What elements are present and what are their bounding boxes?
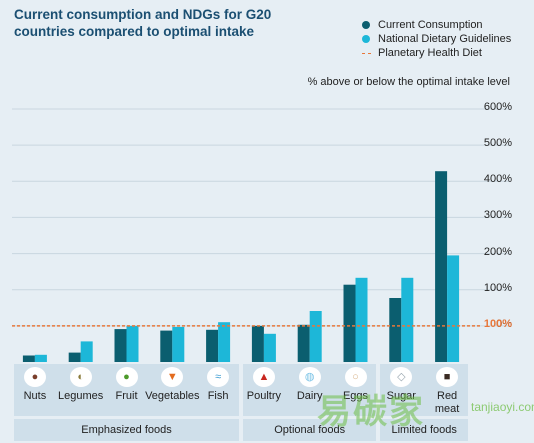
bar-poultry-current: [251, 325, 264, 362]
bar-fish-ndg: [218, 322, 231, 362]
legend-swatch-phd: [362, 52, 371, 54]
bar-fish-current: [206, 329, 219, 362]
category-label-red-meat: Red meat: [434, 390, 460, 415]
category-label-dairy: Dairy: [296, 390, 323, 402]
group-label-emphasized-foods: Emphasized foods: [14, 419, 239, 441]
y-tick-label: 200%: [483, 245, 512, 258]
category-label-sugar: Sugar: [386, 390, 416, 402]
bar-dairy-ndg: [309, 311, 322, 362]
category-label-fish: Fish: [207, 390, 229, 402]
category-label-nuts: Nuts: [23, 390, 47, 402]
watermark-logo: 易碳家: [317, 393, 425, 431]
bar-dairy-current: [297, 324, 310, 362]
legend-item-current: Current Consumption: [362, 18, 511, 32]
legend-label-current: Current Consumption: [378, 19, 483, 31]
y-tick-label: 300%: [483, 209, 512, 222]
legend-swatch-current: [362, 21, 370, 29]
legend-item-phd: Planetary Health Diet: [362, 46, 511, 60]
watermark-url: tanjiaoyi.com: [471, 400, 534, 414]
bar-legumes-ndg: [80, 341, 93, 362]
watermark: 易碳家 tanjiaoyi.com: [285, 360, 534, 443]
vegetables-icon: ▼: [161, 367, 184, 387]
y-tick-label: 600%: [483, 101, 512, 113]
bar-red-meat-ndg: [447, 255, 460, 362]
nuts-icon: ●: [23, 367, 46, 387]
bar-fruit-current: [114, 329, 127, 362]
y-tick-label: 0%: [496, 317, 512, 330]
bar-fruit-ndg: [126, 325, 139, 362]
bar-nuts-current: [22, 355, 35, 362]
reference-line-label: 100%: [483, 317, 512, 330]
sugar-icon: ◇: [390, 367, 413, 387]
category-label-legumes: Legumes: [58, 390, 104, 402]
bar-red-meat-current: [435, 171, 448, 362]
red-meat-icon: ■: [436, 367, 459, 387]
category-label-fruit: Fruit: [115, 390, 138, 402]
legend-label-ndg: National Dietary Guidelines: [378, 33, 512, 45]
legend-item-ndg: National Dietary Guidelines: [362, 32, 511, 46]
legend-label-phd: Planetary Health Diet: [378, 47, 482, 59]
category-label-poultry: Poultry: [246, 390, 282, 402]
eggs-icon: ○: [344, 367, 367, 387]
legend-swatch-ndg: [362, 35, 370, 43]
category-label-eggs: Eggs: [342, 390, 369, 402]
y-tick-label: 500%: [483, 137, 512, 150]
bar-eggs-ndg: [355, 277, 368, 362]
y-tick-label: 100%: [483, 281, 512, 294]
group-label-limited-foods: Limited foods: [380, 419, 468, 441]
bar-legumes-current: [68, 352, 81, 362]
chart-title: Current consumption and NDGs for G20 cou…: [14, 7, 272, 39]
group-label-optional-foods: Optional foods: [243, 419, 377, 441]
bar-vegetables-current: [160, 330, 173, 362]
category-label-vegetables: Vegetables: [145, 390, 200, 402]
fruit-icon: ●: [115, 367, 138, 387]
legumes-icon: ◐: [69, 367, 92, 387]
fish-icon: ≈: [207, 367, 230, 387]
bar-poultry-ndg: [263, 333, 276, 362]
y-tick-label: 400%: [483, 173, 512, 186]
bar-vegetables-ndg: [172, 326, 185, 362]
dairy-icon: ◍: [298, 367, 321, 387]
y-axis-label: % above or below the optimal intake leve…: [307, 76, 510, 88]
bar-sugar-current: [389, 298, 402, 362]
bar-sugar-ndg: [401, 277, 414, 362]
bar-eggs-current: [343, 284, 356, 362]
poultry-icon: ▲: [252, 367, 275, 387]
legend: Current Consumption National Dietary Gui…: [362, 18, 511, 60]
bar-nuts-ndg: [34, 354, 47, 362]
